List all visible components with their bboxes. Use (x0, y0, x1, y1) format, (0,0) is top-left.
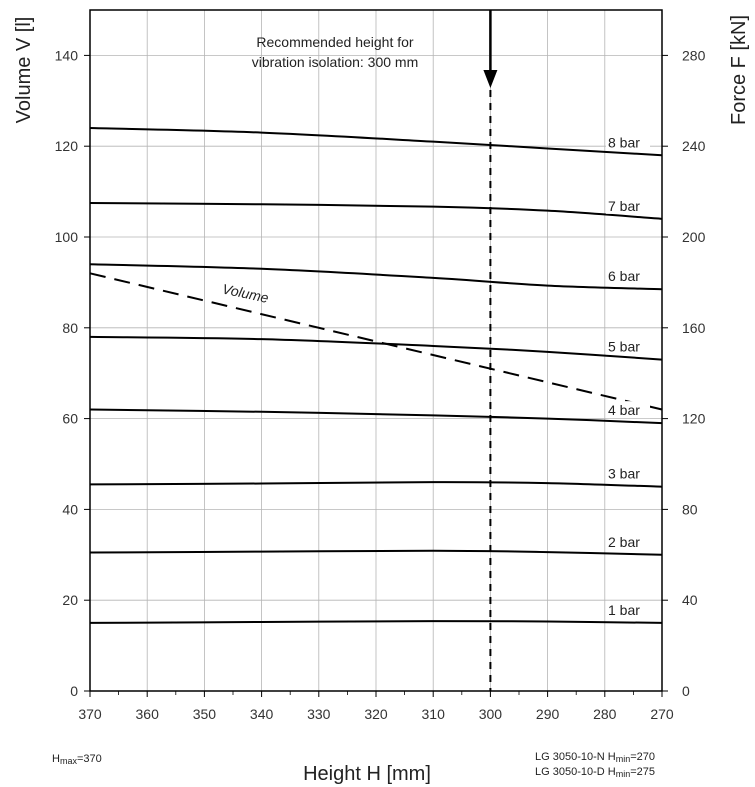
x-tick-label: 300 (479, 706, 503, 722)
y-right-tick-label: 0 (682, 683, 690, 699)
volume-line (89, 272, 663, 411)
curve-label: 7 bar (608, 198, 640, 214)
hmax-prefix: H (52, 753, 60, 765)
y-left-tick-label: 140 (55, 47, 79, 63)
recommended-height-marker (483, 10, 498, 691)
y-axis-left-title: Volume V [l] (13, 17, 35, 124)
y-left-tick-label: 80 (62, 320, 78, 336)
curve-label-bg (606, 464, 650, 482)
curve-label-bg (606, 600, 650, 618)
model-d-value: =275 (630, 766, 655, 778)
volume-label: Volume (221, 280, 270, 305)
force-curve (89, 263, 663, 291)
hmax-note: Hmax=370 (52, 753, 102, 766)
x-axis-title: Height H [mm] (303, 763, 431, 785)
model-n-note: LG 3050-10-N Hmin=270 (535, 751, 655, 764)
curve-label-bg (606, 133, 650, 151)
y-left-tick-label: 100 (55, 229, 79, 245)
x-tick-label: 350 (193, 706, 217, 722)
curve-label: 2 bar (608, 534, 640, 550)
curve-label: 6 bar (608, 268, 640, 284)
axis-ticks: 370 360 350 340 330 320 310 300 290 280 270 0 20 40 60… (55, 47, 706, 722)
annotation-line-1: Recommended height for (256, 34, 414, 50)
y-left-tick-label: 20 (62, 592, 78, 608)
recommended-arrow-head (483, 70, 498, 88)
x-tick-label: 290 (536, 706, 560, 722)
y-right-tick-label: 40 (682, 592, 698, 608)
model-n-prefix: LG 3050-10-N H (535, 751, 616, 763)
x-tick-label: 340 (250, 706, 274, 722)
curve-label-bg (606, 196, 650, 214)
curve-label-bg (606, 337, 650, 355)
model-n-sub: min (616, 754, 631, 764)
curve-labels: 1 bar 2 bar 3 bar 4 bar 5 bar 6 bar 7 bar 8 bar (606, 133, 650, 618)
force-curve (89, 335, 663, 361)
model-d-sub: min (616, 769, 631, 779)
force-curve (89, 549, 663, 556)
force-curve (89, 201, 663, 220)
y-right-tick-label: 120 (682, 411, 706, 427)
curve-label-bg (606, 532, 650, 550)
force-curve (89, 408, 663, 425)
x-tick-label: 270 (650, 706, 674, 722)
x-tick-label: 320 (364, 706, 388, 722)
y-right-tick-label: 240 (682, 138, 706, 154)
force-curve (89, 481, 663, 488)
curve-label: 1 bar (608, 602, 640, 618)
annotation-line-2: vibration isolation: 300 mm (252, 54, 419, 70)
y-left-tick-label: 0 (70, 683, 78, 699)
x-tick-label: 280 (593, 706, 617, 722)
curve-label-bg (606, 401, 650, 419)
force-curve (89, 620, 663, 624)
x-tick-label: 370 (78, 706, 102, 722)
y-right-tick-label: 200 (682, 229, 706, 245)
curve-label: 8 bar (608, 134, 640, 150)
x-tick-label: 360 (136, 706, 160, 722)
curve-label-bg (606, 267, 650, 285)
grid (89, 10, 663, 691)
y-right-tick-label: 280 (682, 47, 706, 63)
y-left-tick-label: 40 (62, 501, 78, 517)
model-d-note: LG 3050-10-D Hmin=275 (535, 766, 655, 779)
force-curve (89, 127, 663, 157)
curve-label: 3 bar (608, 466, 640, 482)
curve-label: 4 bar (608, 402, 640, 418)
x-tick-label: 330 (307, 706, 331, 722)
hmax-value: =370 (77, 753, 102, 765)
y-left-tick-label: 120 (55, 138, 79, 154)
model-d-prefix: LG 3050-10-D H (535, 766, 616, 778)
hmax-sub: max (60, 756, 78, 766)
y-axis-right-title: Force F [kN] (728, 15, 750, 125)
y-left-tick-label: 60 (62, 411, 78, 427)
x-tick-label: 310 (422, 706, 446, 722)
y-right-tick-label: 160 (682, 320, 706, 336)
force-curves (89, 127, 663, 624)
model-n-value: =270 (630, 751, 655, 763)
y-right-tick-label: 80 (682, 501, 698, 517)
curve-label: 5 bar (608, 339, 640, 355)
